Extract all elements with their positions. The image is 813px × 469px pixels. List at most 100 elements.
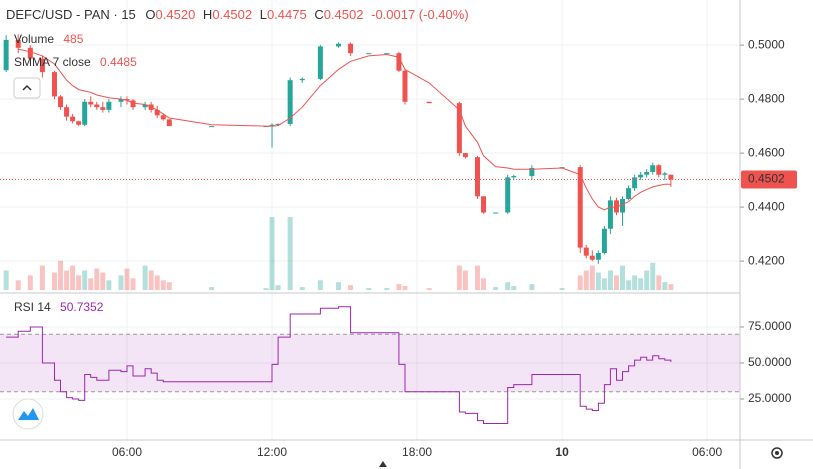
- volume-value: 485: [63, 32, 83, 46]
- volume-bar: [656, 275, 662, 290]
- scroll-arrow[interactable]: [379, 461, 387, 467]
- gear: [771, 447, 783, 459]
- volume-bar: [626, 280, 632, 290]
- candle-body: [154, 109, 160, 116]
- volume-bar: [511, 286, 517, 290]
- candle-body: [529, 167, 535, 177]
- change: -0.0017 (-0.40%): [371, 7, 469, 22]
- candle-body: [82, 101, 88, 125]
- gear-center: [775, 451, 779, 455]
- candle-body: [366, 53, 372, 55]
- candle-body: [317, 46, 323, 79]
- volume-bar: [396, 284, 402, 290]
- volume-bar: [51, 272, 57, 290]
- volume-bar: [650, 262, 656, 290]
- y-tick-label: 0.4200: [748, 253, 785, 267]
- volume-bar: [601, 278, 607, 290]
- volume-bar: [607, 270, 613, 290]
- smma-legend[interactable]: SMMA 7 close 0.4485: [14, 55, 137, 69]
- candle-body: [668, 174, 674, 180]
- rsi-line: [6, 306, 672, 424]
- volume-bar: [662, 282, 668, 290]
- candle-body: [275, 123, 281, 125]
- volume-bar: [638, 278, 644, 290]
- y-tick-label: 0.5000: [748, 37, 785, 51]
- volume-bar: [88, 278, 94, 290]
- volume-bar: [209, 287, 215, 290]
- plot: [0, 34, 740, 424]
- candle-body: [583, 247, 589, 256]
- candle-body: [511, 176, 517, 178]
- candle-body: [474, 157, 480, 197]
- volume-bar: [620, 265, 626, 290]
- volume-bar: [27, 275, 33, 290]
- candle-body: [384, 53, 390, 55]
- last-price-label: 0.4502: [748, 172, 785, 186]
- volume-bar: [106, 280, 112, 290]
- header: DEFC/USD - PAN · 15 O0.4520 H0.4502 L0.4…: [6, 7, 469, 22]
- volume-bar: [94, 268, 100, 290]
- volume-bar: [3, 270, 9, 290]
- volume-bar: [456, 265, 462, 290]
- candle-body: [426, 101, 432, 104]
- symbol: DEFC/USD - PAN · 15: [6, 7, 136, 22]
- candle-body: [142, 104, 148, 108]
- candle-body: [27, 47, 33, 59]
- volume-bar: [15, 280, 21, 290]
- y-tick-label: 50.0000: [748, 355, 792, 369]
- candle-body: [505, 177, 511, 213]
- candle-body: [607, 200, 613, 229]
- volume-bar: [124, 268, 130, 290]
- candle-body: [269, 124, 275, 127]
- settings-button[interactable]: [771, 447, 783, 459]
- candle-body: [287, 80, 293, 124]
- candle-body: [100, 107, 106, 110]
- candle-body: [396, 53, 402, 71]
- volume-bar: [366, 288, 372, 290]
- chevron-up: [22, 84, 32, 91]
- volume-bar: [348, 285, 354, 290]
- volume-bar: [142, 265, 148, 290]
- volume-bar: [613, 275, 619, 290]
- candle-body: [589, 255, 595, 260]
- smma-value: 0.4485: [100, 55, 137, 69]
- volume-bar: [166, 282, 172, 290]
- volume-bar: [299, 287, 305, 290]
- volume-bar: [118, 275, 124, 290]
- volume-legend[interactable]: Volume 485: [14, 32, 84, 46]
- volume-bar: [263, 288, 269, 290]
- volume-bar: [130, 278, 136, 290]
- smma-name: SMMA 7 close: [14, 55, 91, 69]
- candle-body: [118, 99, 124, 102]
- logo[interactable]: [12, 398, 44, 430]
- candle-body: [15, 39, 21, 48]
- rsi-legend[interactable]: RSI 14 50.7352: [14, 300, 104, 314]
- candle-body: [662, 173, 668, 175]
- candle-body: [601, 228, 607, 254]
- volume-bar: [317, 280, 323, 290]
- candle-body: [650, 165, 656, 173]
- candle-body: [620, 199, 626, 213]
- collapse-button[interactable]: [13, 77, 41, 99]
- ohlc-value: 0.4475: [267, 7, 307, 22]
- ohlc-value: 0.4520: [156, 7, 196, 22]
- volume-name: Volume: [14, 32, 54, 46]
- volume-bar: [583, 270, 589, 290]
- volume-bar: [154, 275, 160, 290]
- candle-body: [462, 153, 468, 158]
- volume-bar: [577, 275, 583, 290]
- volume-bar: [529, 284, 535, 290]
- candle-body: [577, 167, 583, 248]
- candle-body: [3, 39, 9, 71]
- volume-bar: [82, 270, 88, 290]
- volume-bar: [384, 288, 390, 290]
- x-tick-label: 10: [555, 445, 569, 459]
- y-tick-label: 25.0000: [748, 391, 792, 405]
- rsi-name: RSI 14: [14, 300, 51, 314]
- volume-bar: [426, 288, 432, 290]
- ohlc-key: L: [260, 7, 267, 22]
- candle-body: [124, 99, 130, 101]
- volume-bar: [474, 265, 480, 290]
- candle-body: [348, 43, 354, 54]
